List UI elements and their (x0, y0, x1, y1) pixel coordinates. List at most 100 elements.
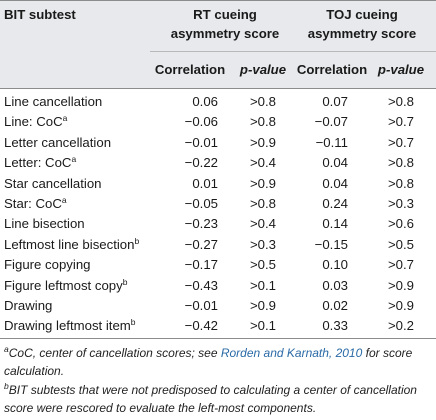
footnote-a-mark: a (4, 344, 9, 354)
row-toj-correlation: 0.14 (304, 214, 348, 234)
row-toj-correlation: −0.15 (304, 235, 348, 255)
row-rt-pvalue-text: >0.4 (249, 216, 277, 232)
row-subtest-name-text: Star: CoC (4, 196, 62, 211)
row-toj-pvalue: >0.3 (374, 194, 428, 214)
header-toj-line2: asymmetry score (307, 26, 417, 41)
row-rt-pvalue-text: >0.4 (249, 155, 277, 171)
header-rt-correlation: Correlation (154, 62, 226, 77)
row-toj-pvalue: >0.5 (374, 235, 428, 255)
row-rt-pvalue: >0.8 (236, 92, 290, 112)
footnote-a-citation-link[interactable]: Rorden and Karnath, 2010 (220, 346, 363, 360)
table-row: Star cancellation 0.01 >0.9 0.04 >0.8 (0, 174, 436, 194)
row-subtest-name: Figure leftmost copyb (4, 276, 127, 296)
footnote-marker: a (62, 113, 68, 124)
footnote-marker: a (71, 154, 77, 165)
row-rt-correlation-text: −0.01 (184, 134, 218, 150)
table-row: Drawing leftmost itemb −0.42 >0.1 0.33 >0.2 (0, 316, 436, 336)
top-rule (0, 0, 436, 1)
row-rt-correlation-text: 0.01 (192, 175, 218, 191)
row-rt-correlation: −0.17 (162, 255, 218, 275)
row-rt-correlation: −0.01 (162, 296, 218, 316)
row-toj-correlation-text: 0.10 (322, 257, 348, 273)
table-row: Letter: CoCa −0.22 >0.4 0.04 >0.8 (0, 153, 436, 173)
footnote-b: bBIT subtests that were not predisposed … (4, 381, 432, 417)
row-rt-correlation: −0.23 (162, 214, 218, 234)
header-toj-correlation: Correlation (296, 62, 368, 77)
row-rt-pvalue: >0.3 (236, 235, 290, 255)
bottom-rule (0, 338, 436, 339)
row-rt-correlation-text: −0.27 (184, 236, 218, 252)
row-toj-correlation: 0.07 (304, 92, 348, 112)
row-subtest-name: Star: CoCa (4, 194, 67, 214)
row-rt-pvalue-text: >0.8 (249, 114, 277, 130)
row-toj-correlation-text: 0.14 (322, 216, 348, 232)
row-toj-pvalue-text: >0.9 (387, 298, 415, 313)
header-bit-subtest: BIT subtest (4, 7, 76, 22)
row-toj-pvalue-text: >0.2 (387, 318, 415, 334)
table-row: Star: CoCa −0.05 >0.8 0.24 >0.3 (0, 194, 436, 214)
row-subtest-name: Star cancellation (4, 174, 102, 194)
row-rt-correlation-text: −0.23 (184, 216, 218, 232)
row-subtest-name: Letter cancellation (4, 133, 111, 153)
footnote-a-text-end: for score calculation. (4, 346, 413, 378)
row-subtest-name: Drawing leftmost itemb (4, 316, 136, 336)
footnote-a-text: CoC, center of cancellation scores; see (8, 346, 221, 360)
row-rt-correlation-text: −0.42 (184, 318, 218, 334)
row-rt-pvalue: >0.4 (236, 214, 290, 234)
row-toj-pvalue-text: >0.7 (387, 114, 415, 130)
footnote-a: aCoC, center of cancellation scores; see… (4, 344, 432, 380)
row-rt-correlation-text: −0.17 (184, 257, 218, 273)
row-rt-correlation: 0.06 (162, 92, 218, 112)
header-bottom-rule (0, 88, 436, 89)
row-rt-pvalue: >0.4 (236, 153, 290, 173)
row-subtest-name: Drawing (4, 296, 52, 316)
row-toj-correlation: 0.03 (304, 276, 348, 296)
row-rt-pvalue-text: >0.1 (249, 318, 277, 334)
row-subtest-name-text: Drawing (4, 298, 53, 313)
row-rt-pvalue-text: >0.9 (249, 175, 277, 191)
header-toj-pvalue: p-value (377, 62, 425, 77)
row-toj-correlation-text: 0.24 (322, 196, 348, 211)
table-row: Figure leftmost copyb −0.43 >0.1 0.03 >0.9 (0, 276, 436, 296)
rt-group-rule (150, 51, 298, 52)
row-toj-pvalue: >0.7 (374, 133, 428, 153)
row-rt-correlation: −0.01 (162, 133, 218, 153)
row-rt-pvalue-text: >0.9 (249, 298, 277, 313)
row-toj-pvalue-text: >0.3 (387, 196, 415, 211)
row-toj-pvalue: >0.7 (374, 112, 428, 132)
row-toj-correlation: 0.24 (304, 194, 348, 214)
row-rt-correlation: 0.01 (162, 174, 218, 194)
row-rt-correlation-text: 0.06 (192, 94, 218, 109)
table-row: Line: CoCa −0.06 >0.8 −0.07 >0.7 (0, 112, 436, 132)
row-toj-pvalue-text: >0.9 (387, 277, 415, 293)
toj-group-rule (298, 51, 436, 52)
row-rt-correlation: −0.05 (162, 194, 218, 214)
row-toj-pvalue: >0.9 (374, 296, 428, 316)
row-rt-pvalue-text: >0.1 (249, 277, 277, 293)
row-rt-correlation: −0.43 (162, 276, 218, 296)
row-toj-pvalue-text: >0.6 (387, 216, 415, 232)
row-rt-pvalue: >0.9 (236, 174, 290, 194)
row-rt-correlation: −0.22 (162, 153, 218, 173)
row-rt-pvalue: >0.9 (236, 296, 290, 316)
row-rt-correlation: −0.06 (162, 112, 218, 132)
row-subtest-name-text: Star cancellation (4, 175, 102, 191)
row-subtest-name-text: Drawing leftmost item (4, 318, 131, 334)
row-toj-pvalue-text: >0.7 (387, 257, 415, 273)
table-row: Leftmost line bisectionb −0.27 >0.3 −0.15 >0… (0, 235, 436, 255)
table-row: Figure copying −0.17 >0.5 0.10 >0.7 (0, 255, 436, 275)
row-subtest-name-text: Figure copying (4, 257, 91, 273)
header-rt-line1: RT cueing (193, 7, 257, 22)
row-toj-correlation-text: −0.11 (315, 134, 348, 150)
row-rt-pvalue: >0.8 (236, 112, 290, 132)
row-rt-pvalue-text: >0.8 (249, 94, 277, 109)
row-rt-pvalue: >0.8 (236, 194, 290, 214)
row-toj-pvalue: >0.8 (374, 92, 428, 112)
footnote-marker: a (61, 195, 67, 205)
row-rt-correlation-text: −0.01 (184, 298, 218, 313)
row-subtest-name-text: Figure leftmost copy (4, 277, 123, 293)
row-toj-correlation-text: 0.04 (322, 155, 348, 171)
row-rt-pvalue-text: >0.9 (249, 134, 277, 150)
footnote-marker: b (122, 276, 128, 287)
